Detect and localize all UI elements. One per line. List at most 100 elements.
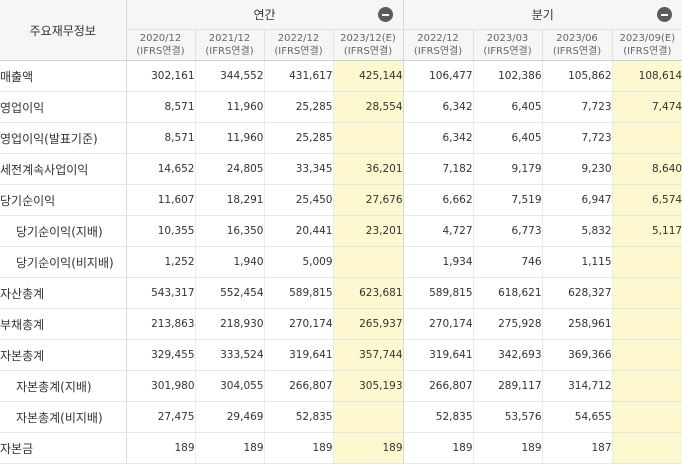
value-cell [612,308,682,340]
value-cell: 189 [195,432,265,464]
row-label: 영업이익(발표기준) [0,122,127,154]
value-cell: 266,807 [264,370,334,402]
value-cell: 27,676 [333,184,404,216]
value-cell: 304,055 [195,370,265,402]
value-cell: 54,655 [542,401,613,433]
value-cell: 552,454 [195,277,265,309]
row-label: 세전계속사업이익 [0,153,127,185]
period-standard: (IFRS연결) [343,46,393,57]
value-cell: 5,117 [612,215,682,247]
value-cell: 5,009 [264,246,334,278]
value-cell: 628,327 [542,277,613,309]
table-row: 당기순이익(지배) 10,355 16,350 20,441 23,201 4,727 6,… [0,215,682,247]
value-cell: 589,815 [403,277,474,309]
period-header: 2022/12 (IFRS연결) [403,29,474,61]
value-cell: 305,193 [333,370,404,402]
value-cell: 1,940 [195,246,265,278]
value-cell: 105,862 [542,60,613,92]
period-header: 2023/03 (IFRS연결) [473,29,543,61]
table-row: 부채총계 213,863 218,930 270,174 265,937 270,174 2… [0,308,682,340]
table-row: 세전계속사업이익 14,652 24,805 33,345 36,201 7,182 9,1… [0,153,682,185]
value-cell: 16,350 [195,215,265,247]
value-cell [612,339,682,371]
period-date: 2023/09(E) [619,33,676,44]
value-cell: 29,469 [195,401,265,433]
period-date: 2020/12 [139,33,182,44]
quarter-label: 분기 [531,8,554,22]
value-cell: 7,723 [542,122,613,154]
value-cell: 1,115 [542,246,613,278]
value-cell: 369,366 [542,339,613,371]
table-row: 자본총계(비지배) 27,475 29,469 52,835 52,835 53,576 5… [0,401,682,433]
value-cell: 189 [126,432,196,464]
value-cell [333,122,404,154]
value-cell: 8,571 [126,122,196,154]
value-cell: 270,174 [264,308,334,340]
value-cell [612,277,682,309]
value-cell: 5,832 [542,215,613,247]
annual-collapse-button[interactable] [377,7,393,22]
value-cell: 36,201 [333,153,404,185]
header-label: 주요재무정보 [0,0,127,61]
value-cell [612,122,682,154]
value-cell: 6,342 [403,122,474,154]
value-cell: 27,475 [126,401,196,433]
value-cell: 6,405 [473,122,543,154]
table-row: 자본금 189 189 189 189 189 189 187 [0,432,682,464]
value-cell: 543,317 [126,277,196,309]
value-cell: 314,712 [542,370,613,402]
quarter-group-header: 분기 [403,0,682,30]
period-standard: (IFRS연결) [136,46,185,57]
value-cell: 258,961 [542,308,613,340]
value-cell: 618,621 [473,277,543,309]
value-cell: 102,386 [473,60,543,92]
value-cell: 1,934 [403,246,474,278]
value-cell: 7,474 [612,91,682,123]
value-cell: 6,773 [473,215,543,247]
table-row: 자본총계(지배) 301,980 304,055 266,807 305,193 266,… [0,370,682,402]
value-cell: 357,744 [333,339,404,371]
value-cell: 7,723 [542,91,613,123]
value-cell: 6,405 [473,91,543,123]
value-cell: 266,807 [403,370,474,402]
period-date: 2021/12 [208,33,251,44]
value-cell: 275,928 [473,308,543,340]
value-cell: 342,693 [473,339,543,371]
value-cell: 9,179 [473,153,543,185]
table-row: 매출액 302,161 344,552 431,617 425,144 106,477 10… [0,60,682,92]
value-cell: 11,607 [126,184,196,216]
value-cell: 329,455 [126,339,196,371]
value-cell: 623,681 [333,277,404,309]
table-row: 자본총계 329,455 333,524 319,641 357,744 319,641 3… [0,339,682,371]
value-cell: 4,727 [403,215,474,247]
value-cell: 213,863 [126,308,196,340]
period-header: 2023/09(E) (IFRS연결) [612,29,682,61]
period-standard: (IFRS연결) [623,46,672,57]
table-row: 영업이익 8,571 11,960 25,285 28,554 6,342 6,405 7,7… [0,91,682,123]
quarter-collapse-button[interactable] [657,7,673,22]
period-date: 2022/12 [417,33,459,44]
value-cell: 18,291 [195,184,265,216]
value-cell: 11,960 [195,122,265,154]
row-label: 당기순이익 [0,184,127,216]
row-label: 당기순이익(지배) [0,215,127,247]
value-cell [333,401,404,433]
value-cell: 7,182 [403,153,474,185]
value-cell: 6,662 [403,184,474,216]
table-row: 당기순이익 11,607 18,291 25,450 27,676 6,662 7,519 6… [0,184,682,216]
value-cell: 1,252 [126,246,196,278]
period-header: 2023/12(E) (IFRS연결) [333,29,404,61]
value-cell: 6,947 [542,184,613,216]
row-label: 자산총계 [0,277,127,309]
value-cell: 28,554 [333,91,404,123]
value-cell: 589,815 [264,277,334,309]
collapse-minus-icon [381,14,389,16]
period-header: 2022/12 (IFRS연결) [264,29,334,61]
value-cell: 187 [542,432,613,464]
period-standard: (IFRS연결) [552,46,602,57]
table-row: 당기순이익(비지배) 1,252 1,940 5,009 1,934 746 1,115 [0,246,682,278]
period-header: 2020/12 (IFRS연결) [126,29,196,61]
period-header: 2021/12 (IFRS연결) [195,29,265,61]
value-cell: 8,571 [126,91,196,123]
